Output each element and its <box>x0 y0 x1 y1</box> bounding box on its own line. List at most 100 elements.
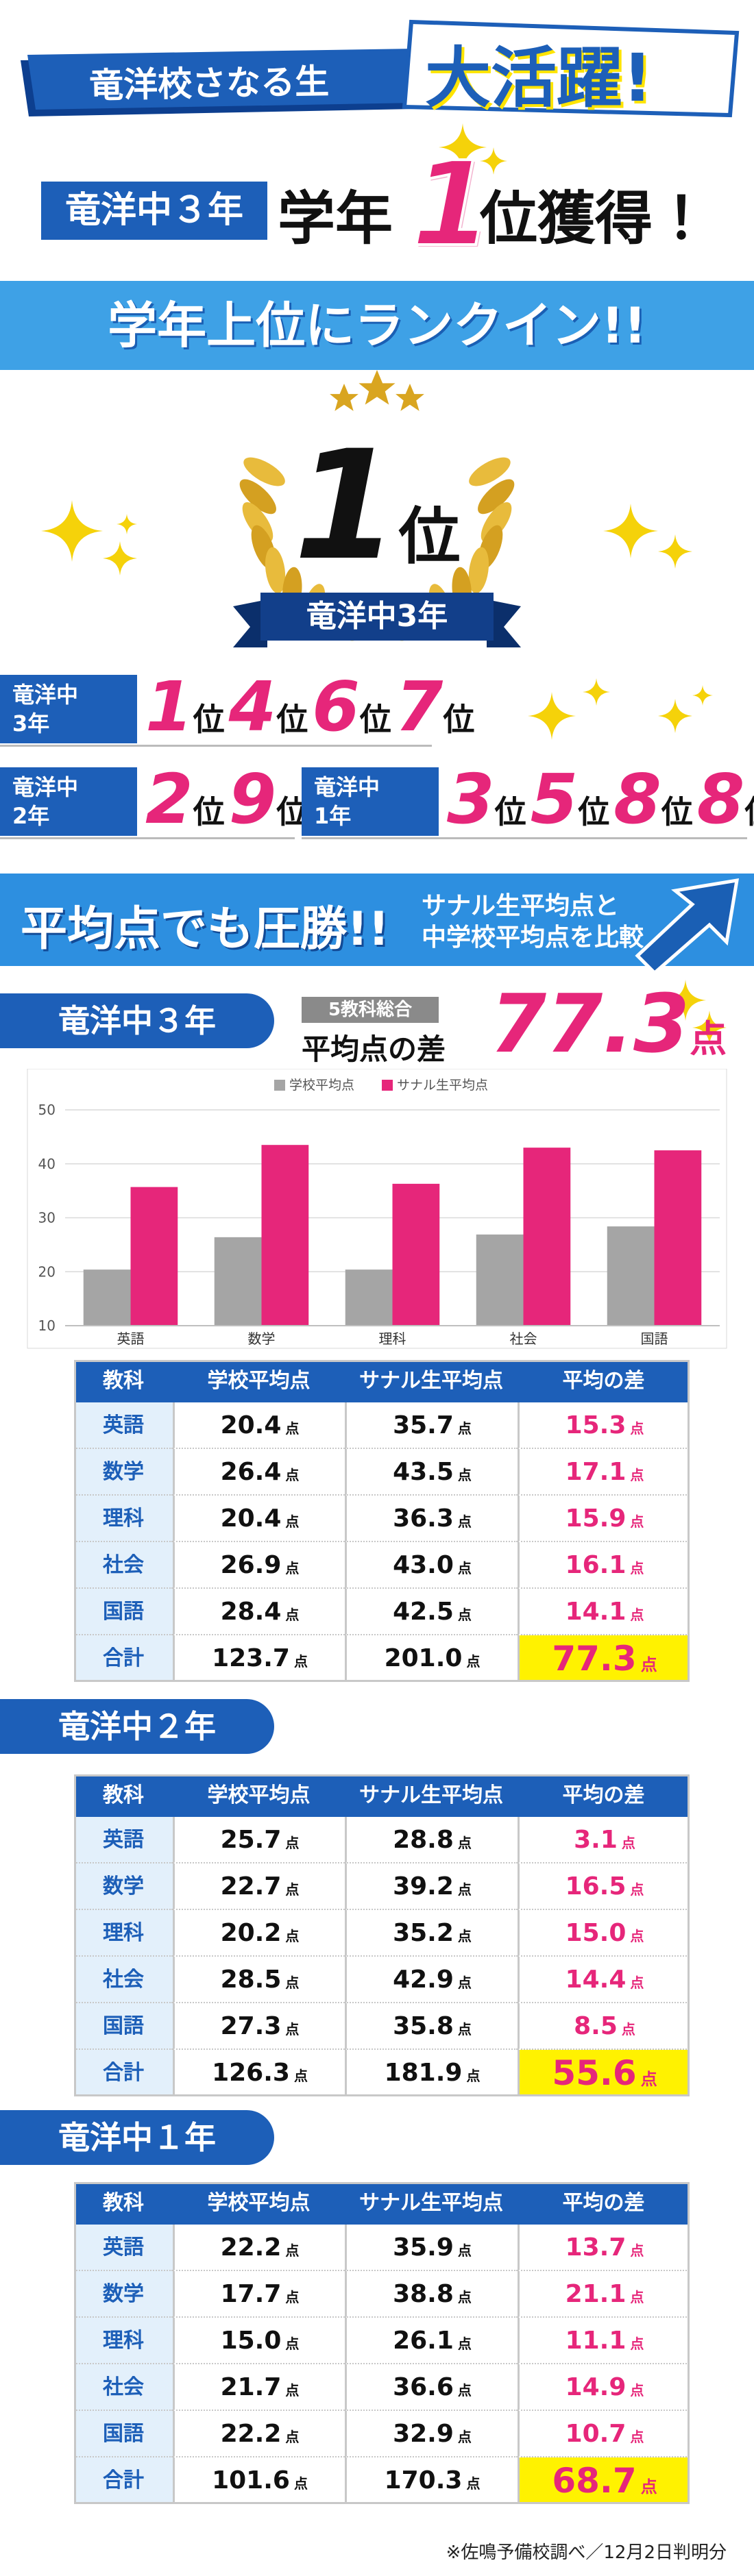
score: 123.7 <box>212 1644 290 1672</box>
score-cell: 26.4 点 <box>173 1449 345 1496</box>
laurel-leaf <box>469 457 511 486</box>
score-cell: 22.7 点 <box>173 1863 345 1910</box>
score-unit: 点 <box>457 1881 472 1898</box>
table-header-cell: サナル生平均点 <box>359 2191 503 2215</box>
score-cell: 20.4 点 <box>173 1402 345 1449</box>
score-unit: 点 <box>630 1881 644 1898</box>
score-cell: 201.0 点 <box>345 1635 518 1682</box>
score-cell: 21.1 点 <box>518 2271 690 2318</box>
rank-number: 2 <box>145 759 193 839</box>
rank-group-underline <box>0 837 295 839</box>
rank-number: 5 <box>530 759 579 839</box>
score-cell: 28.8 点 <box>345 1817 518 1863</box>
score-unit: 点 <box>457 1560 472 1576</box>
laurel-leaf <box>243 457 285 486</box>
score: 126.3 <box>212 2059 290 2087</box>
rank-unit: 位 <box>494 793 526 830</box>
bar <box>83 1270 131 1326</box>
score-unit: 点 <box>457 2336 472 2352</box>
x-tick-label: 理科 <box>379 1330 406 1347</box>
subject-cell: 理科 <box>74 1910 173 1957</box>
rank-group-underline <box>302 837 747 839</box>
score: 39.2 <box>393 1872 454 1900</box>
subject-cell: 理科 <box>74 1496 173 1542</box>
chart-frame <box>27 1069 727 1349</box>
score: 20.2 <box>220 1919 282 1947</box>
score-unit: 点 <box>457 1607 472 1623</box>
score-cell: 68.7 点 <box>518 2457 690 2504</box>
score: 26.4 <box>220 1458 282 1486</box>
bar <box>345 1270 393 1326</box>
score-cell: 17.7 点 <box>173 2271 345 2318</box>
subject: 合計 <box>103 2061 144 2085</box>
subject-cell: 合計 <box>74 1635 173 1682</box>
summary-caption: 平均点の差 <box>302 1032 446 1066</box>
score-cell: 126.3 点 <box>173 2050 345 2096</box>
score-unit: 点 <box>285 1467 300 1483</box>
score-unit: 点 <box>285 2336 300 2352</box>
x-tick-label: 国語 <box>641 1330 668 1347</box>
rank-unit: 位 <box>578 793 610 830</box>
y-tick-label: 30 <box>38 1210 56 1226</box>
score: 170.3 <box>384 2466 463 2494</box>
score-unit: 点 <box>630 2336 644 2352</box>
score-cell: 15.0 点 <box>173 2318 345 2364</box>
score: 28.4 <box>220 1598 282 1626</box>
score-cell: 35.8 点 <box>345 2003 518 2050</box>
score-cell: 39.2 点 <box>345 1863 518 1910</box>
score: 14.9 <box>565 2373 627 2401</box>
subject: 社会 <box>103 2375 144 2399</box>
score-unit: 点 <box>293 2475 308 2492</box>
header-highlight: 大活躍! <box>425 40 653 116</box>
score-cell: 27.3 点 <box>173 2003 345 2050</box>
subject-cell: 数学 <box>74 1863 173 1910</box>
score-unit: 点 <box>457 1513 472 1530</box>
score: 181.9 <box>384 2059 463 2087</box>
table-header-cell: 教科 <box>103 1369 144 1393</box>
rank-group-label: 竜洋中 3年 <box>0 675 137 743</box>
rank-unit: 位 <box>661 793 693 830</box>
table-header-cell: 教科 <box>103 1783 144 1807</box>
bar <box>476 1234 524 1326</box>
score-unit: 点 <box>285 2429 300 2445</box>
score-unit: 点 <box>630 1467 644 1483</box>
score: 32.9 <box>393 2420 454 2448</box>
score-cell: 42.5 点 <box>345 1589 518 1635</box>
score-unit: 点 <box>630 1928 644 1944</box>
top-rank-school: 竜洋中3年 <box>306 599 448 634</box>
score-cell: 32.9 点 <box>345 2411 518 2457</box>
score-unit: 点 <box>285 1607 300 1623</box>
x-tick-label: 社会 <box>510 1330 537 1347</box>
legend-label: 学校平均点 <box>289 1078 354 1093</box>
score-unit: 点 <box>285 1881 300 1898</box>
table-header-cell: 平均の差 <box>562 1783 645 1807</box>
rank-list: 2位9位 <box>145 759 312 839</box>
score: 35.2 <box>393 1919 454 1947</box>
score: 21.1 <box>565 2280 627 2308</box>
legend-swatch <box>382 1080 393 1091</box>
laurel-leaf <box>265 547 286 594</box>
y-tick-label: 40 <box>38 1156 56 1172</box>
score-cell: 15.9 点 <box>518 1496 690 1542</box>
subject: 英語 <box>103 1413 144 1437</box>
x-tick-label: 英語 <box>117 1330 145 1347</box>
summary-tab: 竜洋中３年 <box>0 993 274 1048</box>
ribbon-tail <box>233 599 267 647</box>
score-cell: 28.4 点 <box>173 1589 345 1635</box>
note: ※佐鳴予備校調べ／12月2日判明分 <box>446 2542 727 2563</box>
score-cell: 22.2 点 <box>173 2411 345 2457</box>
score-cell: 14.1 点 <box>518 1589 690 1635</box>
score: 55.6 <box>552 2053 637 2093</box>
score: 28.5 <box>220 1966 282 1994</box>
rank-unit: 位 <box>359 701 391 738</box>
rank-list: 1位4位6位7位 <box>145 667 478 747</box>
x-tick-label: 数学 <box>248 1330 276 1347</box>
laurel-leaf <box>478 479 515 515</box>
table-header-cell: 学校平均点 <box>207 2191 311 2215</box>
score: 36.3 <box>393 1504 454 1533</box>
legend-label: サナル生平均点 <box>397 1078 488 1093</box>
subject-cell: 数学 <box>74 1449 173 1496</box>
score-unit: 点 <box>640 2477 657 2497</box>
table-header-cell: サナル生平均点 <box>359 1783 503 1807</box>
subject: 理科 <box>103 1921 144 1945</box>
